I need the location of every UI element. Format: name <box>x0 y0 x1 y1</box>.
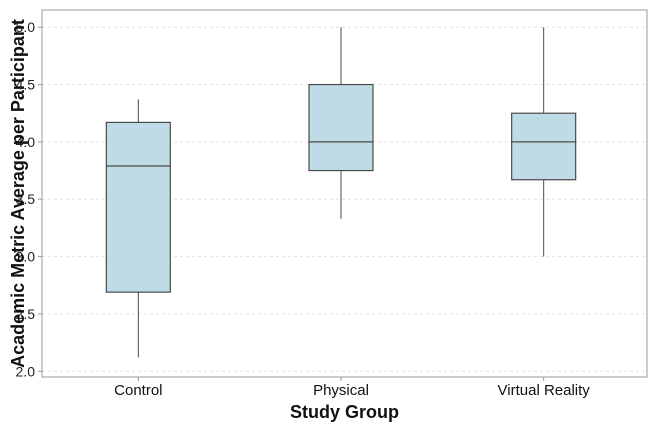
y-axis-title: Academic Metric Average per Participant <box>8 19 28 368</box>
iqr-box <box>308 83 374 172</box>
y-tick-label: 3.5 <box>16 191 36 207</box>
iqr-box <box>105 121 171 293</box>
y-tick-label: 3.0 <box>16 249 36 265</box>
box-virtual-reality <box>511 27 577 257</box>
x-axis-ticks: Control Physical Virtual Reality <box>114 377 590 399</box>
box-physical <box>308 27 374 219</box>
x-category-label: Control <box>114 382 162 399</box>
y-axis-ticks: 2.0 2.5 3.0 3.5 4.0 4.5 5.0 <box>16 19 42 379</box>
x-category-label: Virtual Reality <box>498 382 591 399</box>
y-tick-label: 4.0 <box>16 134 36 150</box>
x-axis-title: Study Group <box>290 402 399 422</box>
boxes <box>105 27 577 358</box>
box-control <box>105 99 171 358</box>
x-category-label: Physical <box>313 382 369 399</box>
y-tick-label: 4.5 <box>16 77 36 93</box>
plot-area-frame <box>41 9 648 378</box>
y-tick-label: 2.5 <box>16 306 36 322</box>
iqr-box <box>511 112 577 181</box>
y-tick-label: 2.0 <box>16 363 36 379</box>
y-tick-label: 5.0 <box>16 19 36 35</box>
